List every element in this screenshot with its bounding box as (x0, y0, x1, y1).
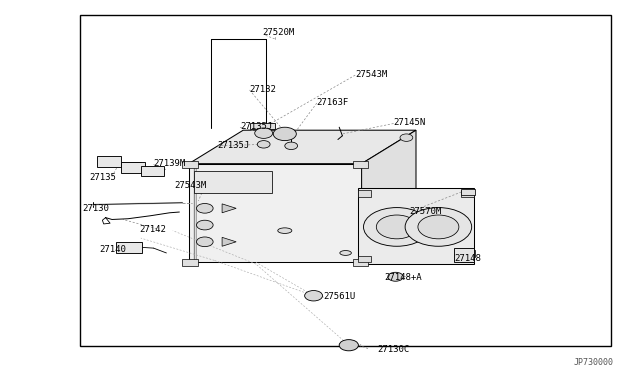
Circle shape (285, 142, 298, 150)
Bar (250, 123, 275, 129)
Text: 27135J: 27135J (240, 122, 272, 131)
Text: 27570M: 27570M (410, 207, 442, 216)
Circle shape (196, 203, 213, 213)
Polygon shape (362, 130, 416, 262)
Circle shape (418, 215, 459, 239)
Text: 27130: 27130 (82, 204, 109, 213)
Text: 27148: 27148 (454, 254, 481, 263)
Text: 27142: 27142 (140, 225, 166, 234)
Text: 27543M: 27543M (174, 181, 206, 190)
Circle shape (257, 141, 270, 148)
Bar (80, 15, 611, 346)
Bar (358, 190, 371, 197)
Circle shape (388, 272, 403, 281)
Circle shape (364, 208, 430, 246)
Bar (97, 156, 121, 167)
Bar (358, 256, 371, 262)
Circle shape (400, 134, 413, 141)
Polygon shape (222, 204, 236, 213)
Text: 27135: 27135 (90, 173, 116, 182)
Polygon shape (189, 130, 416, 164)
Bar (454, 248, 474, 262)
Text: 27132: 27132 (250, 85, 276, 94)
Circle shape (273, 127, 296, 141)
Bar (461, 189, 475, 195)
Text: 27140: 27140 (99, 246, 126, 254)
Bar (461, 250, 475, 257)
Text: 27145N: 27145N (394, 118, 426, 127)
Text: 27561U: 27561U (323, 292, 355, 301)
Ellipse shape (278, 228, 292, 234)
Bar (461, 190, 474, 197)
Text: 27163F: 27163F (317, 98, 349, 107)
Bar (121, 162, 145, 173)
Text: 27520M: 27520M (262, 28, 294, 37)
Polygon shape (358, 188, 474, 264)
Text: 27543M: 27543M (355, 70, 387, 79)
Bar (353, 161, 368, 168)
Text: 27148+A: 27148+A (384, 273, 422, 282)
Polygon shape (194, 171, 272, 193)
Circle shape (196, 237, 213, 247)
Circle shape (255, 128, 273, 138)
Circle shape (405, 208, 472, 246)
Text: JP730000: JP730000 (573, 358, 613, 367)
Ellipse shape (340, 251, 351, 255)
Text: 4: 4 (198, 226, 202, 231)
Bar (353, 259, 368, 266)
Text: 27135J: 27135J (218, 141, 250, 150)
Text: 27130C: 27130C (378, 345, 410, 354)
Bar (141, 166, 163, 176)
Circle shape (339, 340, 358, 351)
Bar (116, 242, 142, 253)
Circle shape (196, 220, 213, 230)
Text: 27139M: 27139M (154, 159, 186, 168)
Circle shape (305, 291, 323, 301)
Bar (182, 161, 198, 168)
Circle shape (376, 215, 417, 239)
Polygon shape (222, 237, 236, 246)
Polygon shape (189, 164, 362, 262)
Bar (182, 259, 198, 266)
Bar (461, 256, 474, 262)
